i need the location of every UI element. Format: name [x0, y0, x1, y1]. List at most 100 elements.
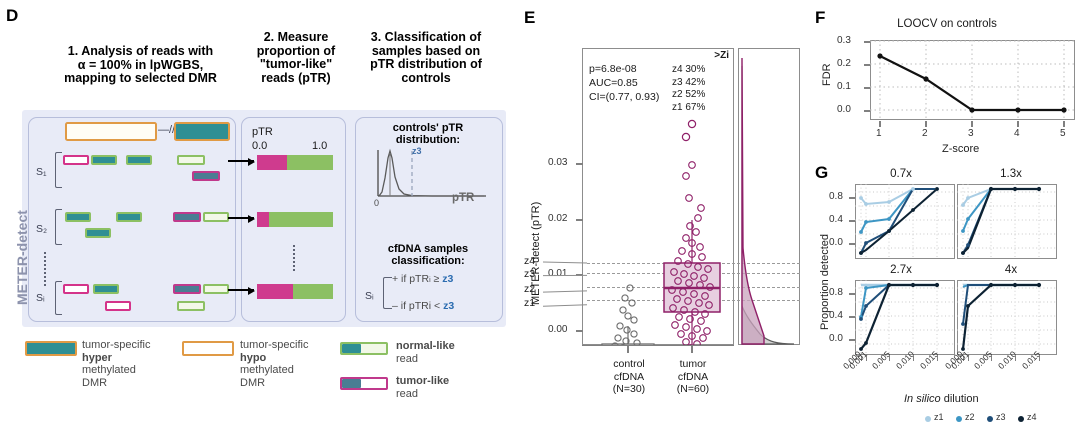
read-normal-like [203, 212, 229, 222]
panel-f-line-series [870, 40, 1075, 120]
ftick-label-0.1: 0.1 [837, 81, 851, 92]
gxtick-mark [991, 356, 993, 361]
zleader-z2 [542, 290, 588, 293]
step2-title-line2: proportion of [256, 43, 336, 58]
fxtick-mark [1017, 121, 1019, 127]
read-normal-like [203, 284, 229, 294]
box3-class-line1: cfDNA samples [387, 243, 469, 255]
ytick-mark [576, 274, 583, 276]
facet-frame-4x [957, 280, 1057, 355]
legend-dot-z2 [956, 416, 962, 422]
step2-title: 2. Measure proportion of "tumor-like" re… [247, 30, 345, 85]
ytick-mark [576, 330, 583, 332]
zi-row-z3-label: z3 [672, 76, 683, 88]
facet-title-2.7x: 2.7x [890, 264, 912, 276]
fxtick-mark [879, 121, 881, 127]
legend-swatch-hyper-dmr [25, 341, 77, 356]
legend-tumor-line2: read [396, 387, 419, 400]
ptr-min-label: 0.0 [252, 140, 268, 152]
zleader-z1 [542, 304, 588, 307]
legend-label-hyper-dmr: tumor-specific hyper methylated DMR [82, 339, 174, 389]
read-normal-like [177, 301, 205, 311]
ptr-bar-tumor-portion [257, 212, 270, 227]
rule-neg-prefix: – if pTRi < [392, 300, 444, 312]
step2-title-line1: 2. Measure [263, 30, 329, 44]
step1-title-line1: 1. Analysis of reads with [67, 44, 214, 58]
arrow-s1-to-ptr [228, 158, 255, 166]
ytick-label-0.01: 0.01 [548, 268, 568, 279]
box3-class-line2: classification: [391, 255, 465, 267]
panel-f-title: LOOCV on controls [897, 18, 997, 30]
panel-g-xlabel: In silico dilution [904, 393, 979, 405]
legend-hyper-line4: DMR [82, 376, 108, 389]
zlabel-z2: z2 [524, 283, 536, 295]
zi-row-z4-label: z4 [672, 64, 683, 75]
step3-title-line3: pTR distribution of [370, 57, 482, 71]
ytick-label-0.02: 0.02 [548, 213, 568, 224]
legend-swatch-hypo-dmr [182, 341, 234, 356]
ptr-bar-tumor-portion [257, 284, 294, 299]
read-normal-like [116, 212, 142, 222]
legend-swatch-normal-like-read-inner [342, 344, 361, 353]
classification-rule-negative: – if pTRi < z3 [392, 300, 454, 312]
gytick-mark [849, 197, 855, 199]
facet-title-1.3x: 1.3x [1000, 168, 1022, 180]
rule-pos-subscript: i [429, 277, 431, 284]
ytick-mark [576, 219, 583, 221]
ptr-bar-normal-portion [269, 212, 333, 227]
legend-dot-z4 [1018, 416, 1024, 422]
sample-label-s2: S₂ [36, 223, 48, 235]
ptr-bar-tumor-portion [257, 155, 288, 170]
zlabel-z3: z3 [524, 268, 536, 280]
hyper-dmr-reference [174, 122, 230, 141]
zi-row-z1-pct: 67% [685, 101, 706, 113]
facet-series-1.3x [957, 184, 1057, 259]
fxtick-label-3: 3 [968, 128, 974, 139]
panel-f-xlabel: Z-score [942, 143, 980, 155]
minichart-zero-label: 0 [374, 198, 380, 208]
zlabel-z1: z1 [524, 297, 536, 309]
fxtick-mark [925, 121, 927, 127]
panel-fg: F LOOCV on controls 0.3 0.2 0.1 0.0 FDR [807, 0, 1080, 428]
read-tumor-like [173, 284, 201, 294]
legend-hyper-line1: tumor-specific [82, 339, 151, 351]
z3-marker-label: z3 [412, 146, 422, 156]
gytick-label-0.4-bottom: 0.4 [829, 310, 843, 321]
panel-g-ylabel: Proportion detected [819, 233, 831, 330]
step1-title-line3: mapping to selected DMR [64, 71, 217, 85]
ptr-bar-si [257, 284, 333, 299]
read-normal-like [177, 155, 205, 165]
facet-title-4x: 4x [1004, 264, 1018, 276]
xgroup-label-tumor: tumor cfDNA (N=60) [658, 358, 728, 396]
zi-row-z1: z1 67% [672, 102, 705, 115]
panel-f-ylabel: FDR [821, 63, 833, 86]
controls-distribution-minichart [377, 148, 486, 197]
read-normal-like [126, 155, 152, 165]
classification-brace [383, 277, 392, 309]
box3-head-line2: distribution: [395, 134, 461, 146]
gytick-label-0.4-top: 0.4 [829, 214, 843, 225]
arrow-si-to-ptr [228, 287, 255, 295]
sample-label-si: Sᵢ [36, 292, 45, 304]
read-normal-like [65, 212, 91, 222]
gxtick-mark [1015, 356, 1017, 361]
gxtick-mark [963, 356, 965, 361]
step3-title: 3. Classification of samples based on pT… [352, 30, 500, 85]
ellipsis-vertical-ptr [293, 245, 295, 271]
xgroup-control-line1: control [613, 358, 645, 370]
gytick-mark [849, 220, 855, 222]
classification-sample-label: Sᵢ [365, 290, 374, 302]
ptr-max-label: 1.0 [312, 140, 328, 152]
rule-pos-prefix: + if pTR [392, 273, 430, 285]
legend-label-z3: z3 [996, 412, 1006, 422]
gxtick-mark [913, 356, 915, 361]
step3-box [355, 117, 503, 322]
sample-brace-s1 [55, 152, 62, 188]
arrow-s2-to-ptr [228, 215, 255, 223]
legend-label-z4: z4 [1027, 412, 1037, 422]
zi-table-header: >Zi [714, 50, 729, 61]
legend-dot-z3 [987, 416, 993, 422]
ftick-mark [864, 41, 870, 43]
legend-dot-z1 [925, 416, 931, 422]
legend-swatch-tumor-like-read-inner [342, 379, 361, 388]
